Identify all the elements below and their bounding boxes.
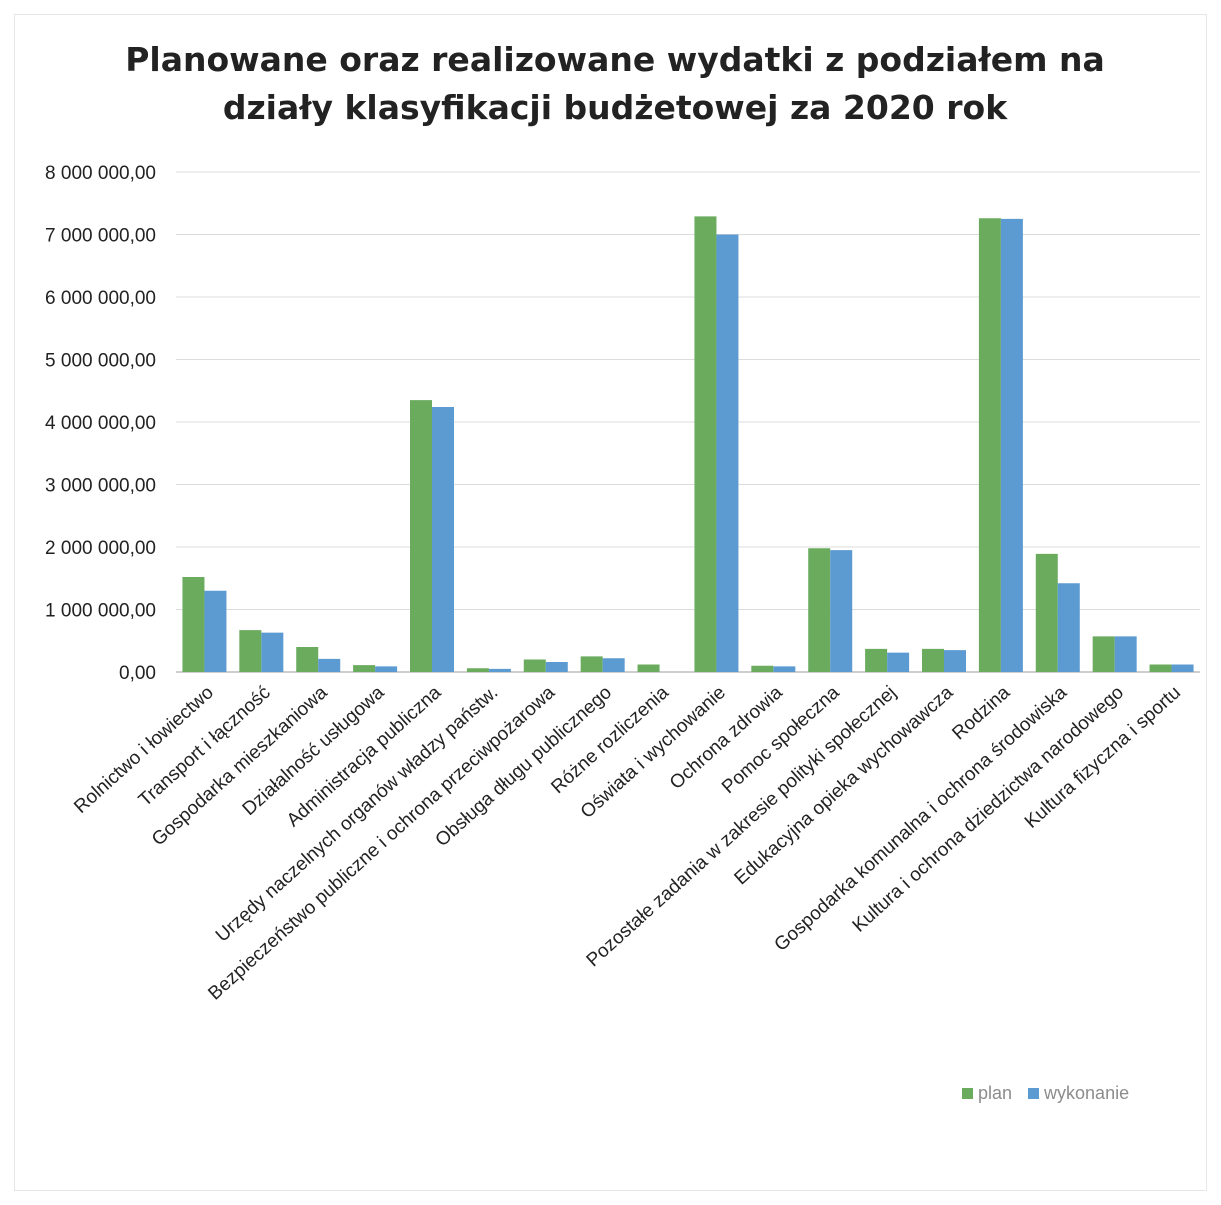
bar-plan	[808, 548, 831, 672]
legend-swatch-plan	[962, 1088, 973, 1099]
bar-plan	[1035, 553, 1058, 672]
bar-wykonanie	[1000, 218, 1023, 672]
bar-plan	[466, 668, 489, 672]
bar-wykonanie	[1057, 583, 1080, 672]
y-tick-label: 2 000 000,00	[45, 538, 156, 559]
bar-wykonanie	[830, 550, 853, 672]
bar-wykonanie	[887, 652, 910, 672]
y-tick-label: 7 000 000,00	[45, 226, 156, 247]
bar-wykonanie	[602, 658, 625, 672]
bar-wykonanie	[318, 658, 341, 672]
y-tick-label: 8 000 000,00	[45, 163, 156, 184]
bar-wykonanie	[716, 234, 739, 672]
bar-plan	[296, 647, 319, 672]
bar-plan	[751, 665, 774, 672]
bar-wykonanie	[488, 668, 511, 672]
bar-wykonanie	[375, 666, 398, 672]
legend-item-wykonanie: wykonanie	[1028, 1083, 1129, 1104]
bar-plan	[694, 216, 717, 672]
legend-label-wykonanie: wykonanie	[1044, 1083, 1130, 1103]
bar-wykonanie	[944, 650, 966, 672]
chart-title: Planowane oraz realizowane wydatki z pod…	[60, 36, 1170, 132]
y-tick-label: 3 000 000,00	[45, 476, 156, 497]
bar-plan	[239, 630, 262, 672]
y-tick-label: 4 000 000,00	[45, 413, 156, 434]
bar-wykonanie	[1114, 636, 1137, 672]
y-tick-label: 6 000 000,00	[45, 288, 156, 309]
bar-plan	[580, 656, 603, 672]
bar-wykonanie	[1171, 664, 1194, 672]
bar-wykonanie	[432, 407, 454, 672]
chart-legend: plan wykonanie	[962, 1083, 1139, 1104]
chart-title-line-1: Planowane oraz realizowane wydatki z pod…	[125, 40, 1105, 79]
y-tick-label: 5 000 000,00	[45, 351, 156, 372]
y-tick-label: 0,00	[119, 663, 156, 684]
bar-plan	[1092, 636, 1115, 672]
legend-item-plan: plan	[962, 1083, 1012, 1104]
bar-wykonanie	[204, 590, 227, 672]
bar-plan	[865, 648, 888, 672]
bar-plan	[523, 659, 546, 672]
bar-plan	[410, 400, 432, 672]
bar-wykonanie	[261, 632, 284, 672]
page-border	[14, 14, 1207, 1191]
bar-wykonanie	[545, 662, 568, 672]
bar-plan	[637, 664, 660, 672]
bar-plan	[353, 665, 376, 672]
chart-title-line-2: działy klasyfikacji budżetowej za 2020 r…	[222, 88, 1008, 127]
bar-plan	[922, 648, 944, 672]
legend-swatch-wykonanie	[1028, 1088, 1040, 1099]
bar-plan	[1149, 664, 1172, 672]
bar-plan	[978, 218, 1001, 672]
legend-label-plan: plan	[978, 1083, 1013, 1103]
y-tick-label: 1 000 000,00	[45, 601, 156, 622]
bar-plan	[182, 577, 205, 672]
bar-wykonanie	[773, 666, 796, 672]
